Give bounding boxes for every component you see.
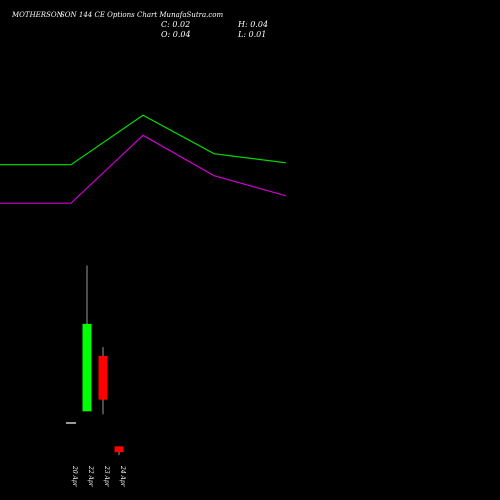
close-value: C: 0.02 <box>161 20 190 29</box>
date-tick-label: 24 Apr <box>119 465 126 488</box>
open-value: O: 0.04 <box>161 30 191 39</box>
low-value: L: 0.01 <box>237 30 266 39</box>
candle-body <box>82 323 92 412</box>
candle-22-apr <box>82 265 92 412</box>
date-tick-label: 22 Apr <box>87 465 94 488</box>
indicator-line-2 <box>0 134 287 204</box>
indicator-lines <box>0 114 287 204</box>
candle-body <box>98 355 108 400</box>
chart-title: SON 144 CE Options Chart MunafaSutra.com <box>60 11 224 19</box>
candle-body <box>114 446 124 453</box>
high-value: H: 0.04 <box>237 20 268 29</box>
candle-24-apr <box>114 446 124 456</box>
date-tick-label: 23 Apr <box>103 465 110 488</box>
indicator-line-1 <box>0 114 287 166</box>
date-tick-label: 20 Apr <box>71 465 78 488</box>
candlesticks <box>66 265 124 456</box>
symbol-text: MOTHERSON <box>11 11 64 19</box>
candle-23-apr <box>98 347 108 415</box>
date-axis: 20 Apr 22 Apr 23 Apr 24 Apr <box>71 465 126 488</box>
